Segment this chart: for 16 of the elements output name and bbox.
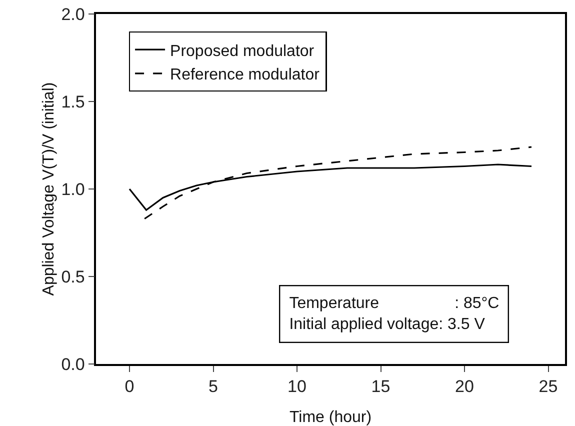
y-axis-title: Applied Voltage V(T)/V (initial)	[40, 82, 58, 296]
y-tick-label: 1.5	[61, 92, 85, 112]
legend-label: Proposed modulator	[170, 42, 315, 60]
x-tick-label: 25	[538, 377, 558, 396]
x-tick-label: 0	[124, 377, 134, 396]
x-tick-label: 10	[288, 377, 306, 396]
annotation: Temperature : 85°C Initial applied voltage: 3.5 V	[289, 295, 500, 333]
y-tick-label: 1.0	[61, 180, 85, 199]
y-tick-label: 0.5	[61, 267, 85, 286]
y-tick-label: 2.0	[61, 4, 85, 24]
y-tick-label: 0.0	[61, 354, 85, 374]
x-tick-label: 5	[208, 377, 218, 396]
x-tick-label: 15	[371, 377, 390, 396]
x-axis-title: Time (hour)	[289, 409, 372, 426]
legend-label: Reference modulator	[170, 66, 320, 84]
x-tick-label: 20	[455, 377, 474, 396]
